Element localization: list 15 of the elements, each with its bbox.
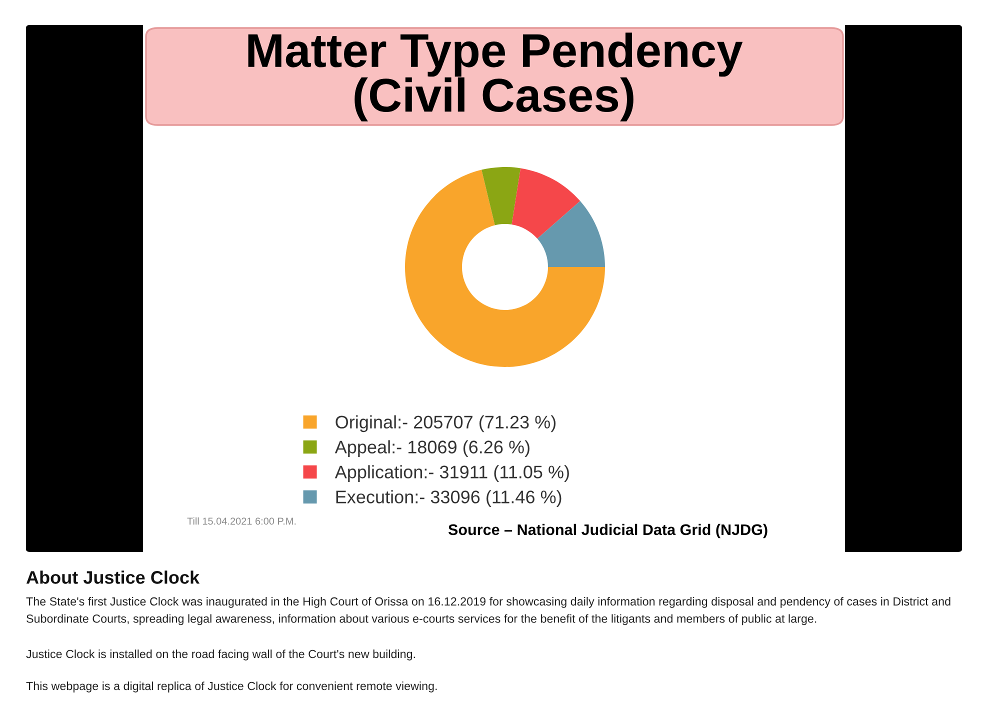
- legend-label: Execution:- 33096 (11.46 %): [336, 490, 562, 507]
- text: This webpage is a digital replica of Justice Clock for convenient remote viewing.: [26, 682, 437, 692]
- donut-slice: [405, 170, 605, 367]
- donut-slice: [512, 168, 580, 239]
- chart-title: Matter Type Pendency (Civil Cases): [248, 32, 743, 122]
- text: Till 15.04.2021 6:00 P.M.: [187, 517, 296, 525]
- donut-slice: [482, 167, 521, 226]
- donut-slice: [537, 201, 605, 267]
- legend-label: Appeal:- 18069 (6.26 %): [334, 440, 530, 458]
- text: The State's first Justice Clock was inaugurated in the High Court of Orissa on 16.12.2019 for showcasing daily information regarding disposal and pendency of cases in District and Subordinate Courts, spreading legal awareness, information about various e-courts services for the benefit of the litigants and members of public at large.: [26, 597, 950, 626]
- legend-label: Original:- 205707 (71.23 %): [336, 415, 556, 432]
- text: About Justice Clock: [26, 570, 200, 584]
- text: Justice Clock is installed on the road facing wall of the Court's new building.: [26, 650, 415, 660]
- source-note: Source – National Judicial Data Grid (NJDG): [448, 524, 768, 538]
- legend-label: Application:- 31911 (11.05 %): [334, 465, 569, 482]
